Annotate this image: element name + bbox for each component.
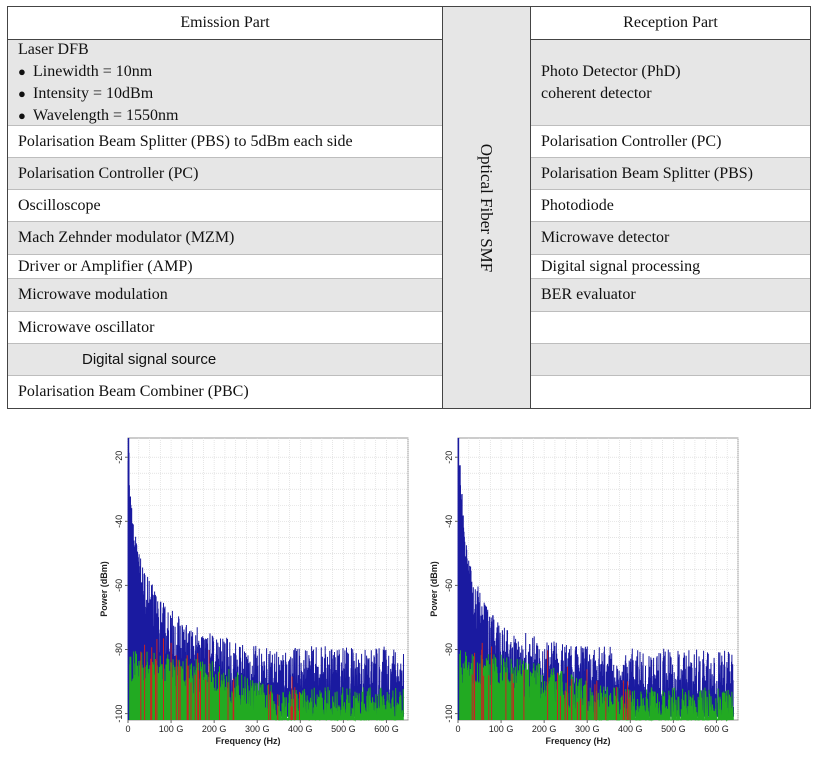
y-tick-label: -40 [114, 515, 124, 528]
y-tick-label: -80 [444, 643, 454, 656]
x-tick-label: 0 [455, 724, 460, 734]
x-tick-label: 500 G [661, 724, 686, 734]
emission-row: Microwave oscillator [8, 312, 442, 344]
series-secondary [127, 650, 404, 722]
fiber-label: Optical Fiber SMF [477, 143, 496, 272]
reception-row: Microwave detector [531, 222, 810, 255]
y-axis-label: Power (dBm) [99, 561, 109, 617]
x-tick-label: 100 G [489, 724, 514, 734]
laser-bullet: ● Linewidth = 10nm [18, 61, 152, 83]
y-tick-label: -60 [444, 579, 454, 592]
emission-row: Polarisation Beam Splitter (PBS) to 5dBm… [8, 126, 442, 158]
y-tick-label: -40 [444, 515, 454, 528]
reception-row: Polarisation Beam Splitter (PBS) [531, 158, 810, 190]
laser-bullet: ● Intensity = 10dBm [18, 83, 153, 105]
emission-row: Microwave modulation [8, 279, 442, 312]
emission-row: Mach Zehnder modulator (MZM) [8, 222, 442, 255]
emission-header: Emission Part [8, 7, 442, 40]
x-tick-label: 500 G [331, 724, 356, 734]
emission-column: Emission Part Laser DFB ● Linewidth = 10n… [8, 7, 442, 408]
reception-row: Digital signal processing [531, 255, 810, 279]
x-tick-label: 300 G [245, 724, 270, 734]
components-table: Emission Part Laser DFB ● Linewidth = 10n… [7, 6, 811, 409]
emission-row: Digital signal source [8, 344, 442, 376]
y-tick-label: -20 [444, 451, 454, 464]
reception-row: Photodiode [531, 190, 810, 222]
x-tick-label: 400 G [288, 724, 313, 734]
spectrum-chart-right: 0 100 G 200 G 300 G 400 G 500 G 600 G -20 -40 -60… [429, 437, 739, 746]
bullet-icon: ● [18, 107, 26, 123]
x-tick-label: 0 [125, 724, 130, 734]
fiber-column: Optical Fiber SMF [442, 7, 530, 408]
bullet-icon: ● [18, 85, 26, 101]
emission-row: Polarisation Controller (PC) [8, 158, 442, 190]
x-tick-label: 200 G [202, 724, 227, 734]
reception-row: Polarisation Controller (PC) [531, 126, 810, 158]
series-secondary [457, 650, 734, 722]
emission-row: Driver or Amplifier (AMP) [8, 255, 442, 279]
reception-row: BER evaluator [531, 279, 810, 312]
y-tick-label: -20 [114, 451, 124, 464]
laser-dfb-cell: Laser DFB ● Linewidth = 10nm ● Intensity =… [8, 40, 442, 126]
y-tick-label: -80 [114, 643, 124, 656]
x-tick-label: 100 G [159, 724, 184, 734]
y-axis-label: Power (dBm) [429, 561, 439, 617]
reception-column: Reception Part Photo Detector (PhD) cohe… [531, 7, 810, 408]
series-tertiary [471, 642, 631, 720]
emission-row: Oscilloscope [8, 190, 442, 222]
reception-line: Photo Detector (PhD) [541, 62, 681, 80]
divider [530, 7, 531, 408]
divider [442, 7, 443, 408]
y-tick-label: -100 [444, 705, 454, 723]
laser-bullet: ● Wavelength = 1550nm [18, 105, 178, 127]
laser-title: Laser DFB [18, 40, 89, 58]
reception-row [531, 312, 810, 344]
reception-row [531, 376, 810, 408]
x-tick-label: 200 G [532, 724, 557, 734]
reception-line: coherent detector [541, 84, 652, 102]
reception-row [531, 344, 810, 376]
x-tick-label: 600 G [374, 724, 399, 734]
x-tick-label: 300 G [575, 724, 600, 734]
x-tick-label: 600 G [704, 724, 729, 734]
x-axis-label: Frequency (Hz) [545, 736, 610, 746]
spectrum-chart-left: 0 100 G 200 G 300 G 400 G 500 G 600 G -20 -40 -60… [99, 437, 409, 746]
emission-row: Polarisation Beam Combiner (PBC) [8, 376, 442, 408]
reception-header: Reception Part [531, 7, 810, 40]
x-axis-label: Frequency (Hz) [215, 736, 280, 746]
x-tick-label: 400 G [618, 724, 643, 734]
y-tick-label: -60 [114, 579, 124, 592]
y-tick-label: -100 [114, 705, 124, 723]
photodetector-cell: Photo Detector (PhD) coherent detector [531, 40, 810, 126]
bullet-icon: ● [18, 63, 26, 79]
